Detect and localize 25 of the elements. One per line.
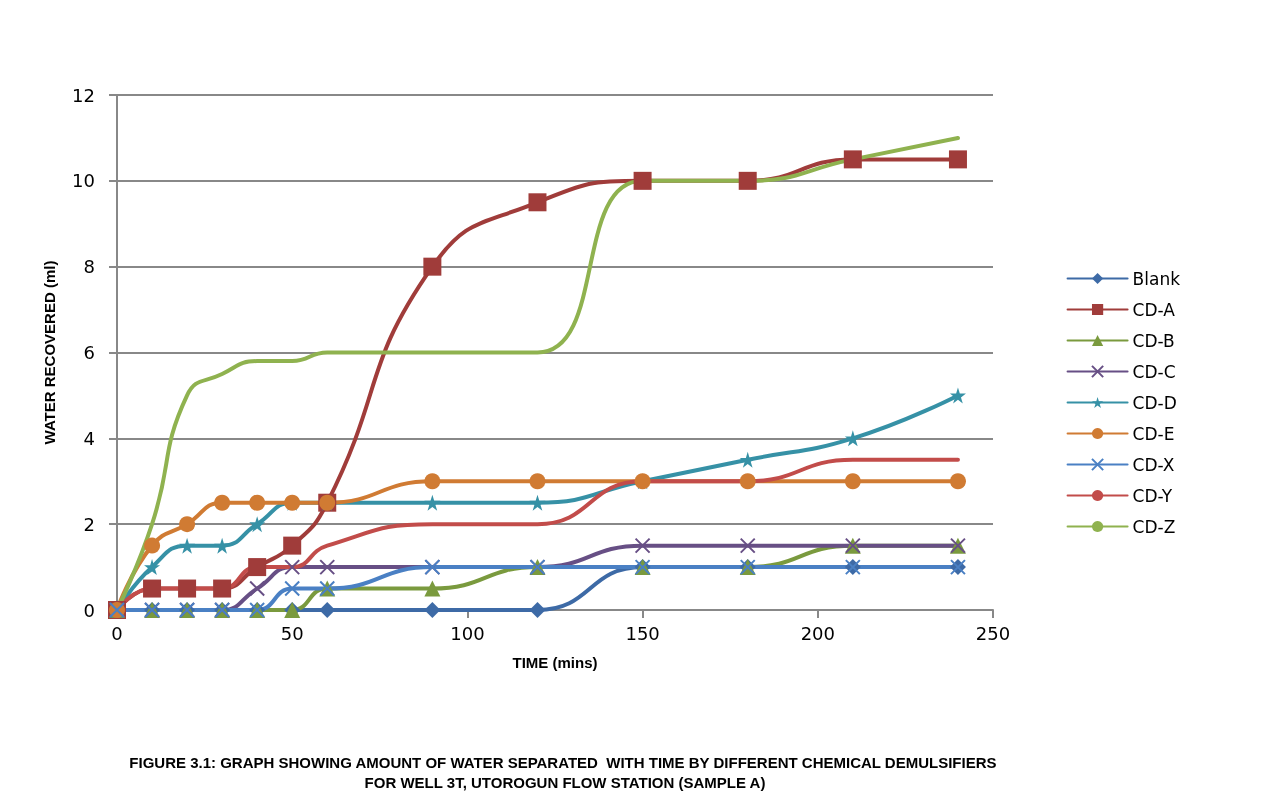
legend-label: CD-Y xyxy=(1132,485,1173,506)
legend-label: CD-X xyxy=(1132,454,1175,475)
x-tick-label: 100 xyxy=(450,622,485,644)
x-tick-label: 0 xyxy=(111,622,123,644)
y-axis-title: WATER RECOVERED (ml) xyxy=(41,260,58,445)
text: FIGURE 3.1: GRAPH SHOWING AMOUNT OF WATER SEPARATED WITH TIME BY DIFFERENT CHEMICAL DEMULSIFIERS FOR WELL 3T, UTOROGUN FLOW STATION (SAMPLE A) xyxy=(129,753,1001,791)
y-tick-label: 8 xyxy=(83,256,95,278)
y-tick-label: 6 xyxy=(83,342,95,363)
y-tick-label: 12 xyxy=(72,84,95,106)
legend-label: CD-B xyxy=(1132,330,1175,351)
x-axis-title: TIME (mins) xyxy=(512,654,598,671)
y-tick-label: 2 xyxy=(83,513,95,535)
x-tick-label: 50 xyxy=(280,622,304,644)
legend-label: CD-D xyxy=(1132,392,1177,413)
x-tick-label: 200 xyxy=(800,622,835,644)
x-tick-label: 150 xyxy=(625,622,660,644)
y-tick-label: 0 xyxy=(83,599,95,621)
x-tick-label: 250 xyxy=(975,622,1011,644)
y-tick-label: 4 xyxy=(83,427,95,449)
legend-label: CD-Z xyxy=(1132,516,1176,537)
y-tick-label: 10 xyxy=(72,170,95,192)
legend-label: CD-A xyxy=(1132,299,1176,320)
legend-label: CD-C xyxy=(1132,361,1176,382)
legend-label: Blank xyxy=(1132,268,1181,289)
legend-label: CD-E xyxy=(1132,423,1175,444)
